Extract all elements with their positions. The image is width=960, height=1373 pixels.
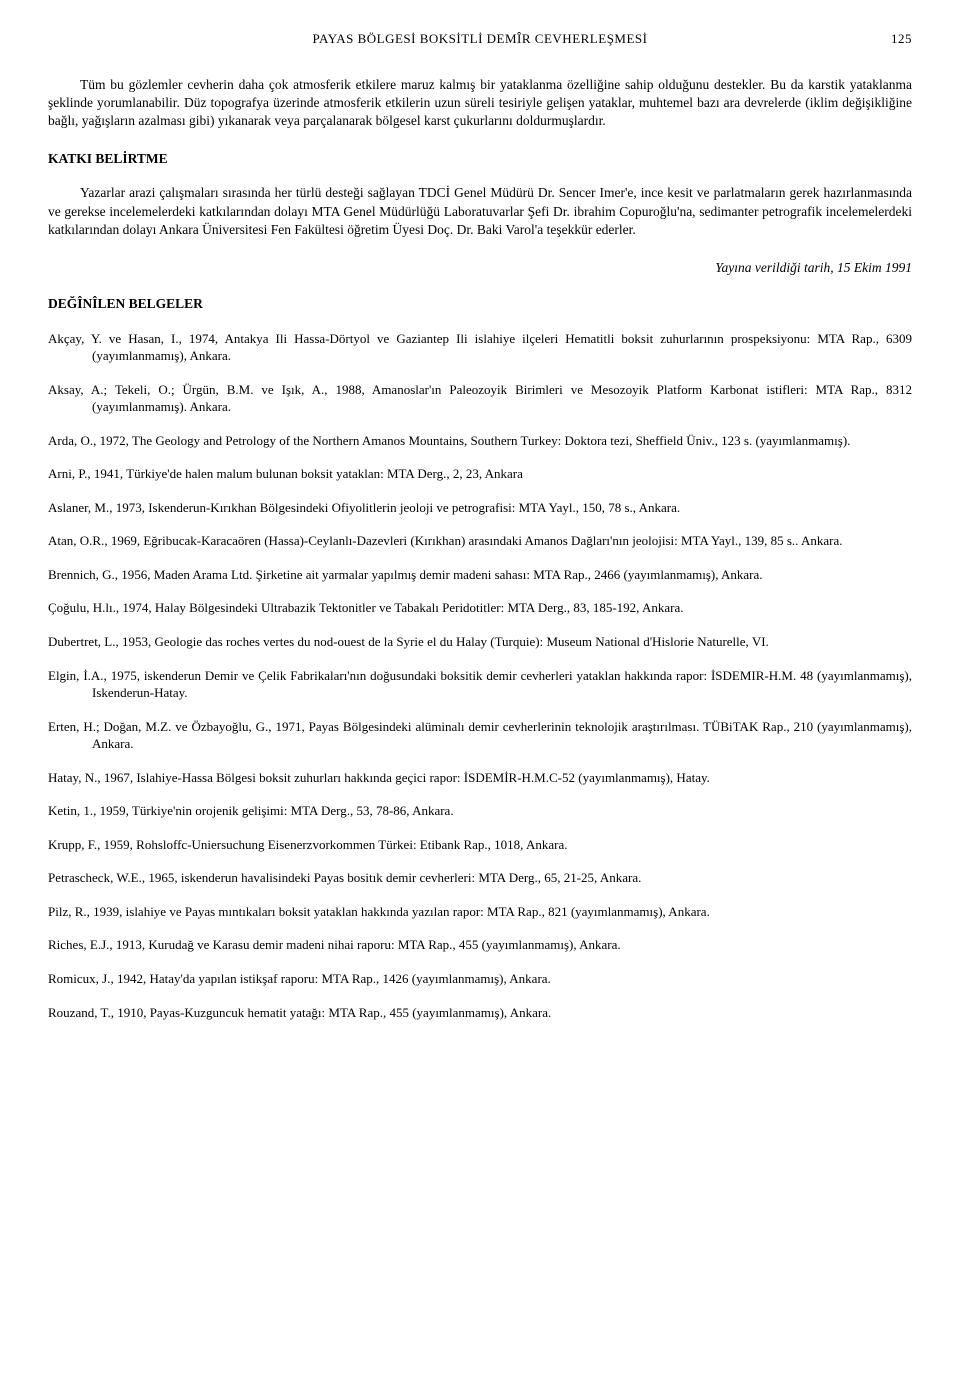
reference-item: Elgin, İ.A., 1975, iskenderun Demir ve Ç… [48, 667, 912, 702]
running-header: PAYAS BÖLGESİ BOKSİTLİ DEMÎR CEVHERLEŞME… [48, 30, 912, 48]
references-list: Akçay, Y. ve Hasan, I., 1974, Antakya Il… [48, 330, 912, 1022]
running-title: PAYAS BÖLGESİ BOKSİTLİ DEMÎR CEVHERLEŞME… [88, 30, 872, 48]
reference-item: Brennich, G., 1956, Maden Arama Ltd. Şir… [48, 566, 912, 584]
reference-item: Erten, H.; Doğan, M.Z. ve Özbayoğlu, G.,… [48, 718, 912, 753]
reference-item: Pilz, R., 1939, islahiye ve Payas mıntık… [48, 903, 912, 921]
reference-item: Arda, O., 1972, The Geology and Petrolog… [48, 432, 912, 450]
reference-item: Romicux, J., 1942, Hatay'da yapılan isti… [48, 970, 912, 988]
reference-item: Aksay, A.; Tekeli, O.; Ürgün, B.M. ve Iş… [48, 381, 912, 416]
body-paragraph: Yazarlar arazi çalışmaları sırasında her… [48, 184, 912, 239]
body-paragraph: Tüm bu gözlemler cevherin daha çok atmos… [48, 76, 912, 131]
reference-item: Petrascheck, W.E., 1965, iskenderun hava… [48, 869, 912, 887]
reference-item: Arni, P., 1941, Türkiye'de halen malum b… [48, 465, 912, 483]
reference-item: Dubertret, L., 1953, Geologie das roches… [48, 633, 912, 651]
reference-item: Hatay, N., 1967, Islahiye-Hassa Bölgesi … [48, 769, 912, 787]
reference-item: Aslaner, M., 1973, Iskenderun-Kırıkhan B… [48, 499, 912, 517]
reference-item: Akçay, Y. ve Hasan, I., 1974, Antakya Il… [48, 330, 912, 365]
reference-item: Çoğulu, H.lı., 1974, Halay Bölgesindeki … [48, 599, 912, 617]
reference-item: Atan, O.R., 1969, Eğribucak-Karacaören (… [48, 532, 912, 550]
publication-date: Yayına verildiği tarih, 15 Ekim 1991 [48, 259, 912, 277]
reference-item: Rouzand, T., 1910, Payas-Kuzguncuk hemat… [48, 1004, 912, 1022]
page-number: 125 [872, 30, 912, 48]
reference-item: Ketin, 1., 1959, Türkiye'nin orojenik ge… [48, 802, 912, 820]
section-heading-refs: DEĞÎNÎLEN BELGELER [48, 295, 912, 313]
reference-item: Krupp, F., 1959, Rohsloffc-Uniersuchung … [48, 836, 912, 854]
reference-item: Riches, E.J., 1913, Kurudağ ve Karasu de… [48, 936, 912, 954]
section-heading-katki: KATKI BELİRTME [48, 150, 912, 168]
